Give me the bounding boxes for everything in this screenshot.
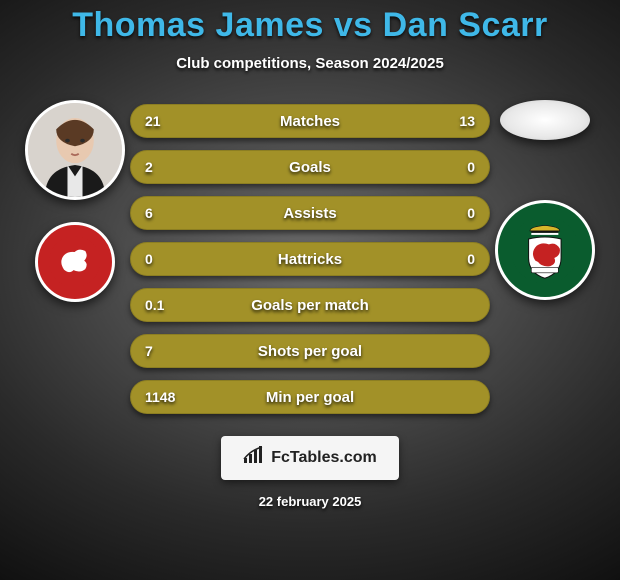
stat-left-value: 1148 (145, 389, 175, 405)
branding-text: FcTables.com (271, 449, 377, 467)
stat-label: Shots per goal (131, 343, 489, 360)
stat-label: Assists (131, 205, 489, 222)
stat-left-value: 0.1 (145, 297, 164, 313)
right-player-column (490, 94, 600, 300)
stat-row-min-per-goal: 1148 Min per goal (130, 380, 490, 414)
club-right-crest (495, 200, 595, 300)
stat-row-goals: 2 Goals 0 (130, 150, 490, 184)
stat-row-hattricks: 0 Hattricks 0 (130, 242, 490, 276)
stat-label: Min per goal (131, 389, 489, 406)
player-left-avatar (25, 100, 125, 200)
stat-left-value: 7 (145, 343, 153, 359)
stat-right-value: 13 (459, 113, 475, 129)
stat-label: Hattricks (131, 251, 489, 268)
content-wrapper: Thomas James vs Dan Scarr Club competiti… (0, 0, 620, 580)
chart-icon (243, 446, 263, 470)
stat-left-value: 0 (145, 251, 153, 267)
stat-row-matches: 21 Matches 13 (130, 104, 490, 138)
branding-badge[interactable]: FcTables.com (221, 436, 399, 480)
stat-row-goals-per-match: 0.1 Goals per match (130, 288, 490, 322)
stat-right-value: 0 (467, 205, 475, 221)
left-player-column (20, 94, 130, 302)
stat-left-value: 21 (145, 113, 161, 129)
comparison-title: Thomas James vs Dan Scarr (72, 6, 548, 45)
stat-label: Goals per match (131, 297, 489, 314)
season-subtitle: Club competitions, Season 2024/2025 (176, 55, 444, 72)
stat-label: Matches (131, 113, 489, 130)
stat-left-value: 2 (145, 159, 153, 175)
stat-left-value: 6 (145, 205, 153, 221)
club-left-crest (35, 222, 115, 302)
player-right-avatar-placeholder (500, 100, 590, 140)
stats-column: 21 Matches 13 2 Goals 0 6 Assists 0 0 Ha… (130, 94, 490, 414)
stat-row-assists: 6 Assists 0 (130, 196, 490, 230)
dragon-icon (48, 235, 101, 288)
snapshot-date: 22 february 2025 (259, 494, 362, 509)
stat-label: Goals (131, 159, 489, 176)
dragon-shield-icon (511, 216, 579, 284)
main-row: 21 Matches 13 2 Goals 0 6 Assists 0 0 Ha… (0, 94, 620, 414)
stat-right-value: 0 (467, 251, 475, 267)
person-icon (28, 103, 122, 197)
stat-right-value: 0 (467, 159, 475, 175)
stat-row-shots-per-goal: 7 Shots per goal (130, 334, 490, 368)
